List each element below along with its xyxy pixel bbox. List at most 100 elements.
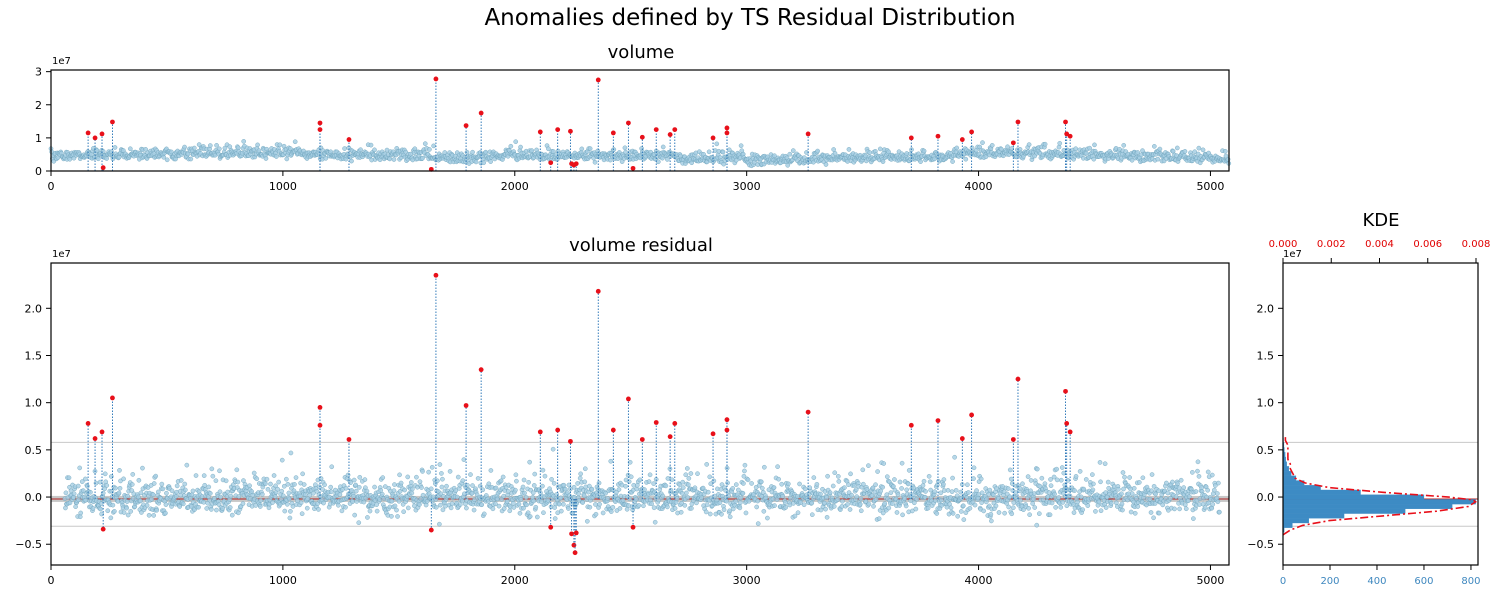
volume-anomaly-point <box>626 120 631 126</box>
residual-point <box>316 507 321 512</box>
residual-point <box>1135 504 1141 509</box>
volume-point <box>277 142 283 148</box>
volume-point <box>587 146 593 151</box>
residual-point <box>213 478 219 484</box>
residual-point <box>109 489 115 494</box>
volume-chart-title: volume <box>608 42 675 63</box>
residual-point <box>1093 509 1098 514</box>
residual-point <box>136 477 142 483</box>
residual-point <box>904 487 909 493</box>
residual-point <box>1209 472 1215 478</box>
residual-point <box>461 457 467 462</box>
volume-anomaly-point <box>672 127 678 133</box>
residual-point <box>227 505 233 510</box>
residual-point <box>83 476 88 482</box>
residual-point <box>511 500 516 506</box>
volume-point <box>481 160 487 165</box>
residual-point <box>1078 494 1084 500</box>
residual-anomaly-point <box>1010 437 1016 442</box>
residual-point <box>941 477 947 482</box>
residual-point <box>830 483 836 489</box>
residual-point <box>540 467 546 473</box>
volume-point <box>256 148 262 154</box>
volume-point <box>143 147 148 152</box>
residual-point <box>699 495 704 501</box>
residual-point <box>440 476 445 482</box>
residual-point <box>679 491 685 496</box>
kde-histogram-bar <box>1282 508 1406 514</box>
volume-point <box>96 156 101 162</box>
residual-point <box>163 502 169 507</box>
residual-point <box>600 510 606 516</box>
residual-point <box>636 503 642 508</box>
residual-point <box>490 506 496 512</box>
residual-point <box>1056 495 1062 500</box>
residual-point <box>379 491 385 497</box>
residual-point <box>981 508 987 514</box>
residual-point <box>1177 506 1182 512</box>
residual-point <box>827 490 833 495</box>
residual-point <box>581 493 587 498</box>
residual-point <box>76 497 81 503</box>
residual-point <box>617 506 623 511</box>
residual-point <box>1097 460 1103 465</box>
kde-count-tick-label: 400 <box>1367 576 1386 587</box>
residual-point <box>350 499 355 504</box>
residual-point <box>279 457 285 463</box>
residual-point <box>1073 474 1079 479</box>
residual-point <box>193 473 199 478</box>
residual-point <box>928 487 933 493</box>
residual-anomaly-point <box>85 421 91 426</box>
residual-point <box>797 481 802 487</box>
residual-point <box>692 485 698 491</box>
residual-point <box>286 490 292 496</box>
residual-point <box>279 488 285 494</box>
volume-point <box>169 149 174 155</box>
kde-chart: KDE 1e7 −0.5 0.0 0.5 1.0 1.5 2.0 0 200 400 600 800… <box>1247 210 1490 587</box>
residual-point <box>771 485 777 490</box>
residual-point <box>593 511 599 517</box>
residual-point <box>637 477 643 483</box>
residual-point <box>742 468 747 474</box>
residual-point <box>758 479 764 485</box>
residual-axes: 0 1000 2000 3000 4000 5000 −0.5 0.0 0.5 1.0 1.5 2.0 <box>15 262 1230 587</box>
residual-point <box>971 465 977 471</box>
residual-point <box>129 482 135 487</box>
residual-point <box>580 500 586 505</box>
residual-point <box>1176 485 1182 491</box>
kde-density-tick-label: 0.008 <box>1462 239 1491 250</box>
volume-point <box>112 145 118 150</box>
kde-ytick-label: −0.5 <box>1247 538 1274 551</box>
residual-point <box>876 516 882 522</box>
residual-point <box>455 474 461 480</box>
residual-point <box>1006 504 1012 510</box>
residual-anomaly-point <box>969 412 975 418</box>
residual-point <box>343 504 348 510</box>
residual-anomaly-point <box>92 436 98 441</box>
residual-point <box>707 511 713 517</box>
residual-point <box>737 505 743 511</box>
residual-point <box>280 493 286 499</box>
residual-point <box>746 498 752 504</box>
residual-point <box>1133 496 1139 502</box>
residual-point <box>321 500 326 506</box>
residual-point <box>282 508 288 514</box>
residual-point <box>1039 475 1045 481</box>
residual-point <box>112 509 117 514</box>
residual-point <box>471 507 477 513</box>
residual-point <box>880 484 885 490</box>
residual-chart-title: volume residual <box>569 235 713 256</box>
volume-point <box>292 139 298 145</box>
residual-point <box>1156 510 1162 516</box>
residual-anomaly-point <box>572 550 578 556</box>
residual-point <box>419 485 424 490</box>
residual-point <box>824 495 829 500</box>
residual-point <box>884 492 890 497</box>
residual-point <box>759 485 765 491</box>
residual-point <box>923 489 928 494</box>
residual-point <box>426 469 431 475</box>
residual-point <box>1108 500 1114 506</box>
kde-density-tick-label: 0.000 <box>1269 239 1298 250</box>
residual-point <box>380 475 386 480</box>
